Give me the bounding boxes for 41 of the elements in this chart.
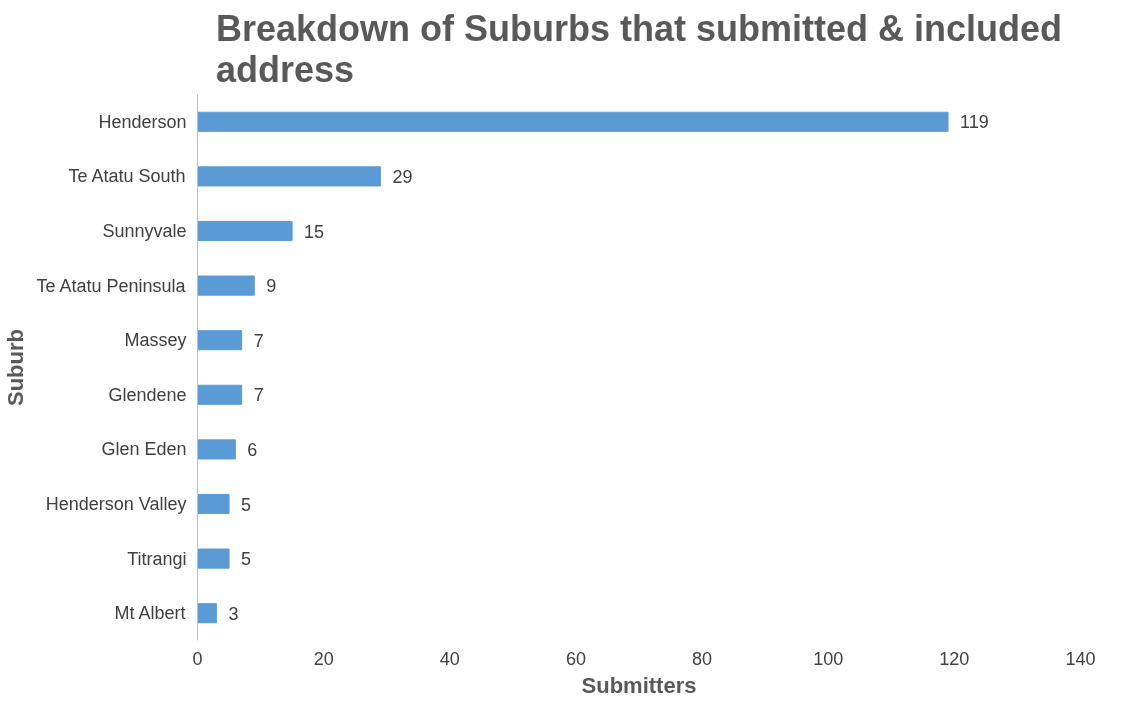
y-tick-label: Te Atatu South xyxy=(68,166,186,187)
data-label: 119 xyxy=(960,112,989,133)
data-label: 7 xyxy=(253,330,264,351)
x-tick-label: 100 xyxy=(813,648,844,669)
x-tick-label: 80 xyxy=(692,648,713,669)
bar xyxy=(197,548,230,569)
y-tick-label: Te Atatu Peninsula xyxy=(36,275,187,296)
bar xyxy=(197,220,293,242)
data-label: 5 xyxy=(241,549,252,570)
chart-title: Breakdown of Suburbs that submitted & included address xyxy=(215,7,1063,90)
data-label: 9 xyxy=(266,276,277,297)
y-tick-label: Titrangi xyxy=(127,548,187,569)
x-tick-label: 0 xyxy=(192,648,203,669)
y-tick-label: Sunnyvale xyxy=(102,221,187,241)
y-tick-label: Henderson xyxy=(98,111,187,132)
data-label: 15 xyxy=(304,221,325,242)
y-tick-label: Henderson Valley xyxy=(45,494,187,514)
bar xyxy=(197,603,217,624)
y-tick-label: Massey xyxy=(124,330,187,351)
x-tick-label: 140 xyxy=(1065,648,1096,669)
y-axis-title: Suburb xyxy=(3,328,29,406)
bar xyxy=(197,111,949,132)
bar xyxy=(197,166,381,187)
data-label: 5 xyxy=(241,494,252,515)
x-tick-label: 60 xyxy=(565,648,586,669)
y-tick-label: Glendene xyxy=(108,384,187,405)
bar xyxy=(197,275,255,296)
bar xyxy=(197,493,230,515)
y-tick-label: Mt Albert xyxy=(114,603,186,624)
x-axis-title: Submitters xyxy=(581,672,697,698)
bar xyxy=(197,384,243,405)
x-tick-label: 120 xyxy=(939,648,970,669)
data-label: 3 xyxy=(228,603,239,624)
data-label: 6 xyxy=(247,439,258,460)
bar xyxy=(197,439,236,460)
x-tick-label: 40 xyxy=(439,648,460,669)
x-tick-label: 20 xyxy=(313,648,334,669)
bar xyxy=(197,330,243,351)
y-tick-label: Glen Eden xyxy=(101,439,187,460)
data-label: 29 xyxy=(392,166,413,187)
data-label: 7 xyxy=(253,385,264,406)
